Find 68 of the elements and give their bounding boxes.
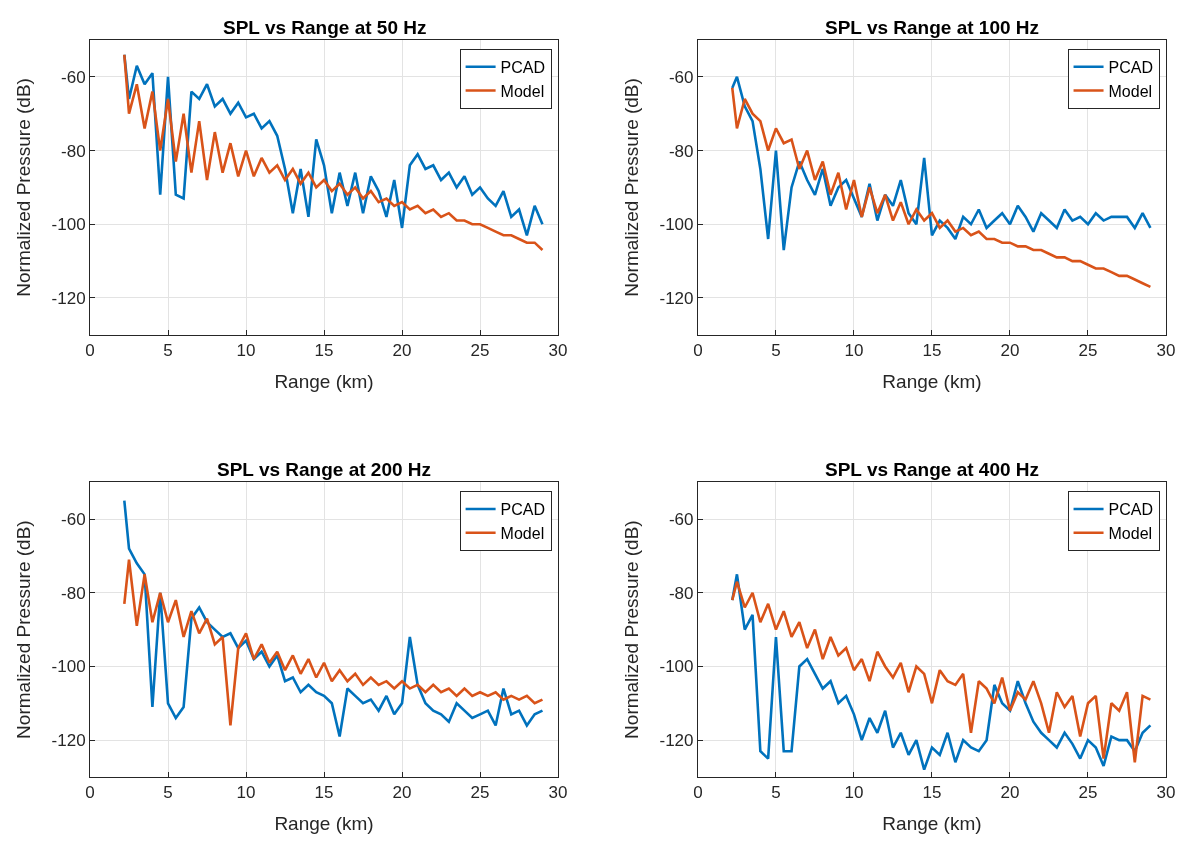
y-tick-label: -60 bbox=[61, 67, 86, 87]
y-tick-label: -60 bbox=[668, 510, 694, 529]
y-axis-title: Normalized Pressure (dB) bbox=[13, 78, 35, 297]
x-tick-label: 10 bbox=[236, 783, 256, 803]
chart-title: SPL vs Range at 100 Hz bbox=[825, 17, 1040, 38]
x-tick-label: 30 bbox=[1156, 783, 1176, 803]
legend-label: PCAD bbox=[500, 501, 546, 519]
x-tick-label: 20 bbox=[392, 341, 412, 361]
x-tick-label: 5 bbox=[771, 341, 781, 361]
y-tick-label: -100 bbox=[659, 215, 694, 235]
x-tick-label: 20 bbox=[392, 783, 412, 803]
y-axis-title: Normalized Pressure (dB) bbox=[13, 520, 35, 739]
y-tick-label: -100 bbox=[51, 215, 86, 235]
x-tick-label: 5 bbox=[771, 783, 781, 803]
chart-title: SPL vs Range at 50 Hz bbox=[223, 17, 427, 38]
x-tick-label: 25 bbox=[1078, 783, 1098, 803]
x-tick-label: 5 bbox=[163, 783, 173, 803]
legend-label: Model bbox=[1108, 82, 1153, 100]
x-tick-label: 10 bbox=[844, 783, 864, 803]
chart-title: SPL vs Range at 200 Hz bbox=[217, 459, 432, 480]
legend-label: PCAD bbox=[1108, 58, 1153, 76]
line-series bbox=[123, 499, 544, 738]
y-tick-label: -120 bbox=[659, 731, 694, 751]
y-tick-label: -80 bbox=[668, 583, 694, 603]
legend-label: Model bbox=[500, 82, 545, 100]
legend-label: PCAD bbox=[1108, 501, 1153, 519]
line-series bbox=[123, 558, 544, 727]
y-tick-label: -100 bbox=[51, 657, 86, 677]
x-tick-label: 25 bbox=[470, 783, 490, 803]
y-tick-label: -120 bbox=[51, 288, 86, 308]
x-tick-label: 0 bbox=[85, 341, 95, 361]
y-tick-label: -80 bbox=[61, 583, 86, 603]
x-tick-label: 0 bbox=[693, 783, 703, 803]
x-tick-label: 15 bbox=[922, 341, 942, 361]
x-axis-title: Range (km) bbox=[274, 371, 374, 392]
x-axis-title: Range (km) bbox=[274, 813, 374, 835]
x-axis-title: Range (km) bbox=[882, 813, 982, 835]
line-series bbox=[730, 86, 1152, 289]
y-tick-label: -80 bbox=[61, 141, 86, 161]
y-axis-title: Normalized Pressure (dB) bbox=[621, 520, 643, 739]
x-tick-label: 10 bbox=[844, 341, 864, 361]
legend-label: PCAD bbox=[500, 58, 546, 76]
y-tick-label: -80 bbox=[668, 141, 694, 161]
y-axis-title: Normalized Pressure (dB) bbox=[621, 78, 643, 297]
legend-label: Model bbox=[1108, 524, 1153, 542]
x-tick-label: 15 bbox=[922, 783, 942, 803]
x-tick-label: 15 bbox=[314, 783, 334, 803]
x-tick-label: 30 bbox=[1156, 341, 1176, 361]
y-tick-label: -120 bbox=[51, 731, 86, 751]
y-tick-label: -120 bbox=[659, 288, 694, 308]
x-tick-label: 0 bbox=[693, 341, 703, 361]
x-tick-label: 25 bbox=[1078, 341, 1098, 361]
x-tick-label: 30 bbox=[548, 341, 568, 361]
x-tick-label: 10 bbox=[236, 341, 256, 361]
x-tick-label: 20 bbox=[1000, 783, 1020, 803]
x-axis-title: Range (km) bbox=[882, 371, 982, 392]
legend-label: Model bbox=[500, 524, 545, 542]
x-tick-label: 15 bbox=[314, 341, 334, 361]
line-series bbox=[730, 75, 1152, 252]
x-tick-label: 25 bbox=[470, 341, 490, 361]
y-tick-label: -60 bbox=[668, 67, 694, 87]
x-tick-label: 5 bbox=[163, 341, 173, 361]
y-tick-label: -60 bbox=[61, 510, 86, 529]
x-tick-label: 0 bbox=[85, 783, 95, 803]
y-tick-label: -100 bbox=[659, 657, 694, 677]
x-tick-label: 20 bbox=[1000, 341, 1020, 361]
chart-title: SPL vs Range at 400 Hz bbox=[825, 459, 1040, 480]
x-tick-label: 30 bbox=[548, 783, 568, 803]
